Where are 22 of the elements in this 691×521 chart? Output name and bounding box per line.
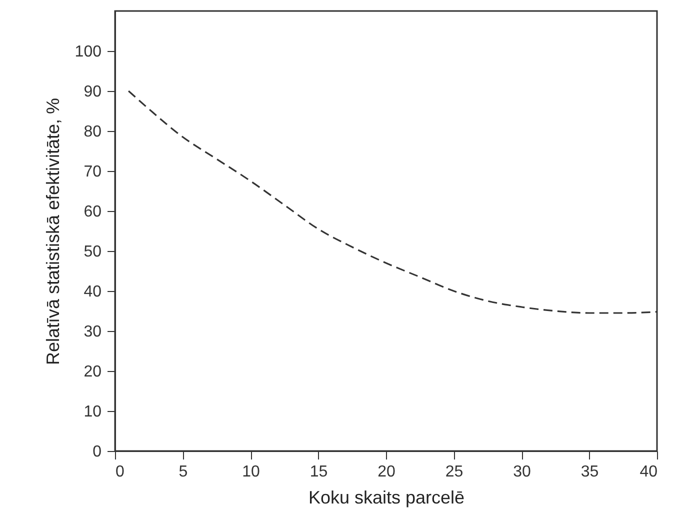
x-tick-label: 20 (378, 464, 396, 480)
x-tick-label: 40 (640, 464, 658, 480)
y-tick-label: 40 (84, 284, 102, 300)
y-axis-title: Relatīvā statistiskā efektivitāte, % (42, 98, 63, 366)
x-tick-label: 5 (178, 464, 188, 480)
y-tick-label: 60 (84, 204, 102, 220)
y-tick-label: 30 (84, 324, 102, 340)
x-tick-label: 30 (513, 464, 531, 480)
x-tick-label: 0 (116, 464, 124, 480)
x-tick-label: 10 (242, 464, 260, 480)
y-tick-label: 70 (84, 164, 102, 180)
y-tick-label: 50 (84, 244, 102, 260)
y-tick-label: 0 (92, 444, 102, 460)
y-tick-label: 80 (84, 124, 102, 140)
y-tick-label: 90 (84, 84, 102, 100)
x-tick-label: 25 (445, 464, 464, 480)
y-tick-label: 10 (84, 404, 102, 420)
x-tick-label: 15 (310, 464, 328, 480)
x-axis-title: Koku skaits parcelē (308, 488, 465, 508)
y-tick-label: 20 (84, 364, 102, 380)
x-tick-label: 35 (580, 464, 599, 480)
y-tick-label: 100 (74, 44, 102, 60)
